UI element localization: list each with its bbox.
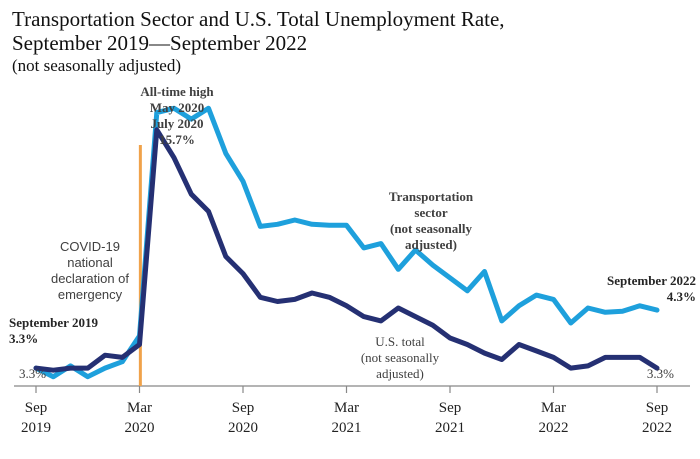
x-tick-label: 2022	[642, 420, 672, 436]
transportation-series-label: Transportation	[389, 189, 474, 204]
x-tick-label: Mar	[127, 400, 152, 416]
x-tick-label: 2020	[125, 420, 155, 436]
us-total-series-label: adjusted)	[376, 366, 424, 381]
series-layer	[33, 105, 660, 380]
chart-subtitle: (not seasonally adjusted)	[12, 56, 181, 75]
chart-title: Transportation Sector and U.S. Total Une…	[12, 7, 505, 31]
series-line-us-total	[33, 127, 660, 373]
x-tick-label: Sep	[232, 400, 255, 416]
series-line-transportation	[33, 105, 660, 380]
x-tick-label: 2019	[21, 420, 51, 436]
x-tick-label: 2022	[539, 420, 569, 436]
us-total-series-label: U.S. total	[375, 334, 425, 349]
start-us-value: 3.3%	[19, 366, 46, 381]
start-annotation-value: 3.3%	[9, 331, 38, 346]
peak-annotation: May 2020	[150, 100, 205, 115]
x-tick-label: 2021	[435, 420, 465, 436]
peak-annotation: July 2020	[150, 116, 203, 131]
x-tick-label: 2020	[228, 420, 258, 436]
end-annotation-value: 4.3%	[667, 289, 696, 304]
end-annotation: September 2022	[607, 273, 696, 288]
emergency-label: emergency	[58, 287, 123, 302]
x-axis: Sep 2019 Mar 2020 Sep 2020 Mar 2021 Sep 2021 Mar 20…	[14, 385, 690, 436]
x-tick-label: Sep	[25, 400, 48, 416]
peak-annotation: All-time high	[140, 84, 214, 99]
us-total-series-label: (not seasonally	[361, 350, 440, 365]
peak-annotation: 15.7%	[159, 132, 195, 147]
transportation-series-label: adjusted)	[405, 237, 457, 252]
emergency-label: declaration of	[51, 271, 129, 286]
x-tick-label: Sep	[439, 400, 462, 416]
transportation-series-label: sector	[414, 205, 447, 220]
end-us-value: 3.3%	[647, 366, 674, 381]
start-annotation: September 2019	[9, 315, 98, 330]
emergency-label: national	[67, 255, 113, 270]
x-tick-label: 2021	[332, 420, 362, 436]
transportation-series-label: (not seasonally	[390, 221, 472, 236]
x-tick-label: Mar	[334, 400, 359, 416]
x-tick-label: Mar	[541, 400, 566, 416]
x-tick-label: Sep	[646, 400, 669, 416]
chart-title-line2: September 2019—September 2022	[12, 31, 307, 55]
emergency-label: COVID-19	[60, 239, 120, 254]
